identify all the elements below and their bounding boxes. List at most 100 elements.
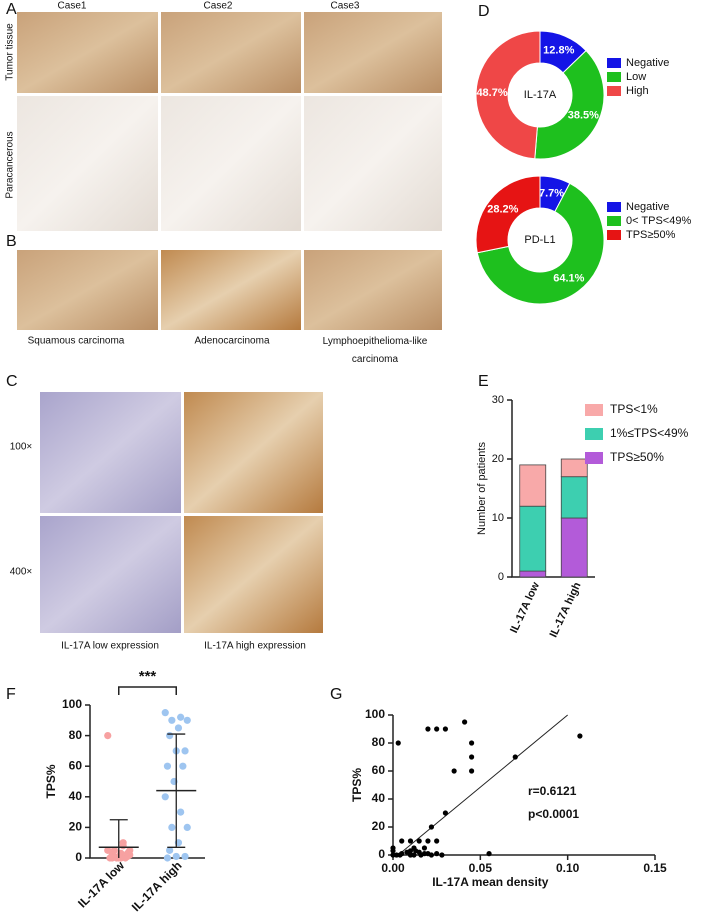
y-tick-label: 40 — [69, 789, 83, 803]
y-tick-label: 0 — [378, 847, 385, 861]
panel-label: A — [6, 1, 17, 18]
significance-bracket — [118, 686, 177, 695]
point — [469, 754, 475, 760]
legend-label: Negative — [626, 201, 669, 213]
point — [439, 852, 445, 858]
pie-slice — [475, 30, 541, 160]
point — [411, 852, 417, 858]
row-label: Paracancerous — [5, 131, 16, 198]
bar-segment — [560, 476, 588, 519]
caption: IL-17A high expression — [204, 641, 306, 652]
legend-swatch — [585, 452, 603, 464]
micrographs — [17, 12, 442, 633]
dot — [163, 762, 172, 770]
legend-swatch — [607, 216, 621, 226]
y-tick-label: 20 — [69, 820, 83, 834]
point — [442, 726, 448, 732]
panel-label: G — [330, 686, 342, 703]
image — [304, 96, 442, 231]
legend-swatch — [607, 202, 621, 212]
point — [512, 754, 518, 760]
caption: Adenocarcinoma — [194, 336, 269, 347]
panel-label: C — [6, 373, 18, 390]
image — [161, 12, 301, 93]
bar-segment — [560, 458, 588, 478]
point — [442, 810, 448, 816]
point — [425, 726, 431, 732]
panel-label: F — [6, 686, 16, 703]
data-label: 38.5% — [568, 109, 599, 121]
y-tick-label: 40 — [372, 791, 386, 805]
dot — [119, 842, 127, 850]
dot — [177, 713, 185, 721]
legend-label: Negative — [626, 57, 669, 69]
legend-label: TPS≥50% — [626, 229, 676, 241]
y-tick-label: 80 — [372, 735, 386, 749]
row-label: Tumor tissue — [5, 23, 16, 81]
y-tick-label: 60 — [69, 758, 83, 772]
dot — [166, 846, 174, 854]
point — [390, 848, 396, 854]
dot — [181, 747, 189, 755]
image — [161, 250, 301, 330]
dot — [172, 852, 180, 861]
y-tick-label: 20 — [492, 453, 504, 465]
dot — [161, 793, 169, 801]
point — [416, 838, 422, 844]
x-tick-label: IL-17A high — [129, 858, 185, 914]
x-tick-label: 0.10 — [556, 861, 580, 875]
caption: IL-17A low expression — [61, 641, 159, 652]
dot — [174, 724, 183, 732]
data-label: 12.8% — [543, 45, 574, 57]
legend-swatch — [607, 58, 621, 68]
point — [428, 852, 435, 858]
annotation: p<0.0001 — [528, 807, 579, 821]
image — [184, 516, 323, 633]
image — [17, 12, 158, 93]
y-tick-label: 80 — [69, 728, 83, 742]
dot — [179, 762, 187, 770]
point — [434, 851, 440, 857]
panel-label: B — [6, 233, 17, 250]
legend-label: Low — [626, 71, 646, 83]
image — [40, 392, 181, 513]
data-label: 48.7% — [476, 87, 507, 99]
y-tick-label: 100 — [365, 707, 385, 721]
dot — [183, 716, 191, 724]
point — [399, 838, 405, 844]
point — [421, 845, 428, 851]
y-tick-label: 20 — [372, 819, 386, 833]
dot — [168, 823, 176, 832]
center-label: PD-L1 — [524, 234, 555, 246]
dot — [181, 852, 189, 861]
annotation: r=0.6121 — [528, 784, 577, 798]
y-tick-label: 30 — [492, 394, 504, 406]
significance-label: *** — [139, 668, 157, 685]
point — [469, 740, 475, 746]
x-axis-label: IL-17A mean density — [432, 875, 549, 889]
x-tick-label: 0.15 — [643, 861, 667, 875]
point — [407, 848, 414, 854]
point — [397, 852, 403, 858]
bar-segment — [519, 570, 547, 578]
pie-slice — [475, 175, 541, 254]
pie-slice — [476, 182, 605, 305]
data-label: 7.7% — [539, 187, 564, 199]
axis — [89, 705, 205, 859]
y-axis-label: Number of patients — [476, 442, 488, 535]
image — [304, 250, 442, 330]
dot — [166, 732, 174, 740]
y-axis-label: TPS% — [350, 768, 364, 802]
dot — [168, 716, 176, 724]
column-label: Case2 — [204, 1, 233, 12]
point — [434, 838, 440, 844]
image — [17, 250, 158, 330]
x-tick-label: IL-17A low — [75, 858, 127, 910]
point — [434, 726, 440, 732]
bar-segment — [519, 464, 547, 507]
image — [304, 12, 442, 93]
axis — [392, 715, 655, 856]
data-label: 28.2% — [487, 204, 518, 216]
y-tick-label: 0 — [498, 571, 504, 583]
